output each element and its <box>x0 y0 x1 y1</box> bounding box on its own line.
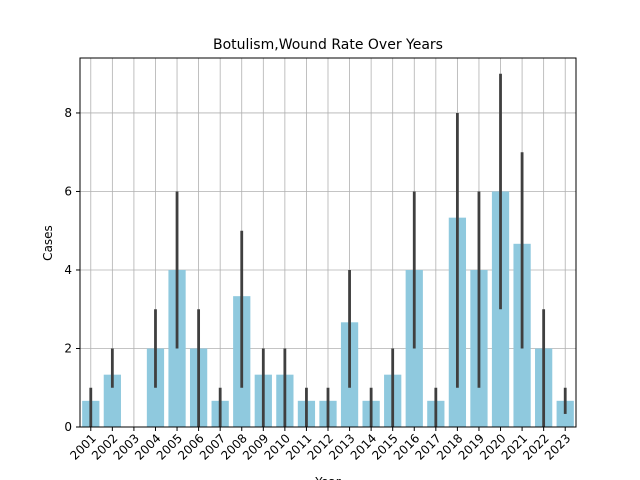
x-axis-label: Year <box>314 475 340 480</box>
y-tick-label: 6 <box>64 184 72 198</box>
chart-title: Botulism,Wound Rate Over Years <box>213 37 443 53</box>
y-tick-label: 0 <box>64 420 72 434</box>
bar <box>405 269 423 427</box>
plot-frame <box>79 57 577 428</box>
y-tick-label: 8 <box>64 106 72 120</box>
y-tick-label: 2 <box>64 341 72 355</box>
y-axis-label: Cases <box>41 225 55 261</box>
bar <box>168 269 186 427</box>
y-tick-label: 4 <box>64 263 72 277</box>
bar <box>103 374 121 427</box>
